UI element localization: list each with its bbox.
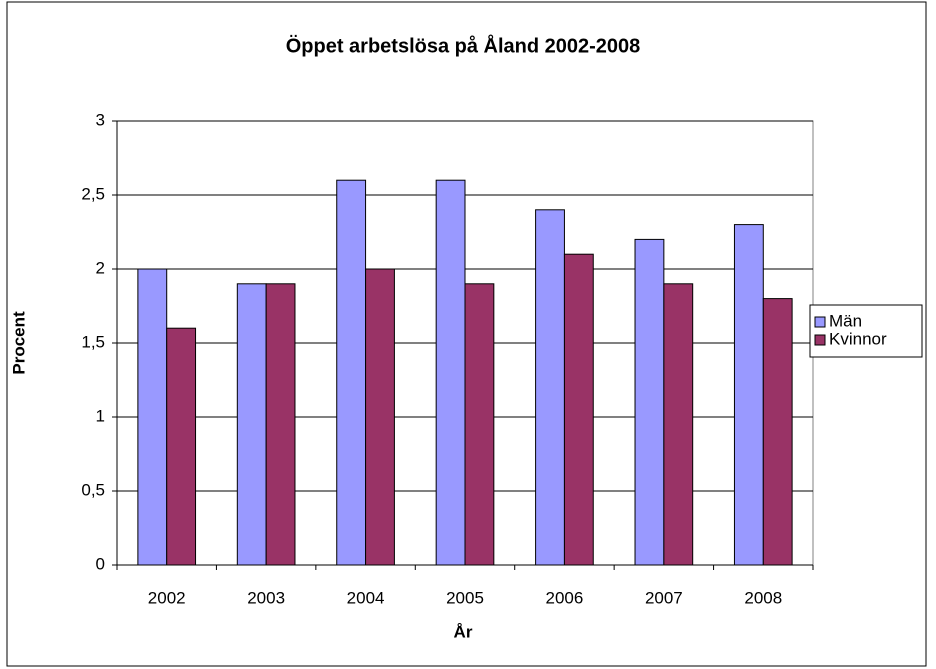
y-tick-label: 1 (96, 406, 105, 425)
y-tick-label: 1,5 (81, 332, 105, 351)
x-axis-label: År (454, 622, 473, 641)
legend-label: Män (829, 311, 862, 330)
bar (166, 327, 197, 566)
x-tick-label: 2005 (446, 588, 484, 607)
legend-box (809, 304, 923, 358)
chart-title: Öppet arbetslösa på Åland 2002-2008 (286, 33, 641, 57)
bar (236, 283, 267, 566)
y-axis-label: Procent (9, 311, 28, 375)
y-tick-label: 2,5 (81, 184, 105, 203)
bar (535, 209, 565, 566)
bar (762, 298, 793, 566)
bar (563, 253, 594, 566)
x-tick-label: 2008 (744, 588, 782, 607)
bar (336, 179, 367, 566)
x-tick-label: 2002 (148, 588, 186, 607)
y-tick-label: 2 (96, 258, 105, 277)
y-tick-label: 0 (96, 554, 105, 573)
legend-label: Kvinnor (829, 329, 887, 348)
bar (137, 268, 168, 566)
x-tick-label: 2003 (247, 588, 285, 607)
bar (663, 283, 694, 566)
legend-swatch (814, 316, 826, 328)
y-tick-label: 0,5 (81, 480, 105, 499)
bar (365, 268, 395, 566)
legend-swatch (814, 334, 826, 346)
bar (634, 238, 665, 566)
x-tick-label: 2007 (645, 588, 683, 607)
bar (435, 179, 466, 566)
y-tick-label: 3 (96, 110, 105, 129)
x-tick-label: 2006 (546, 588, 584, 607)
bar (733, 224, 764, 566)
bar (464, 283, 495, 566)
x-tick-label: 2004 (347, 588, 385, 607)
bar (265, 283, 296, 566)
